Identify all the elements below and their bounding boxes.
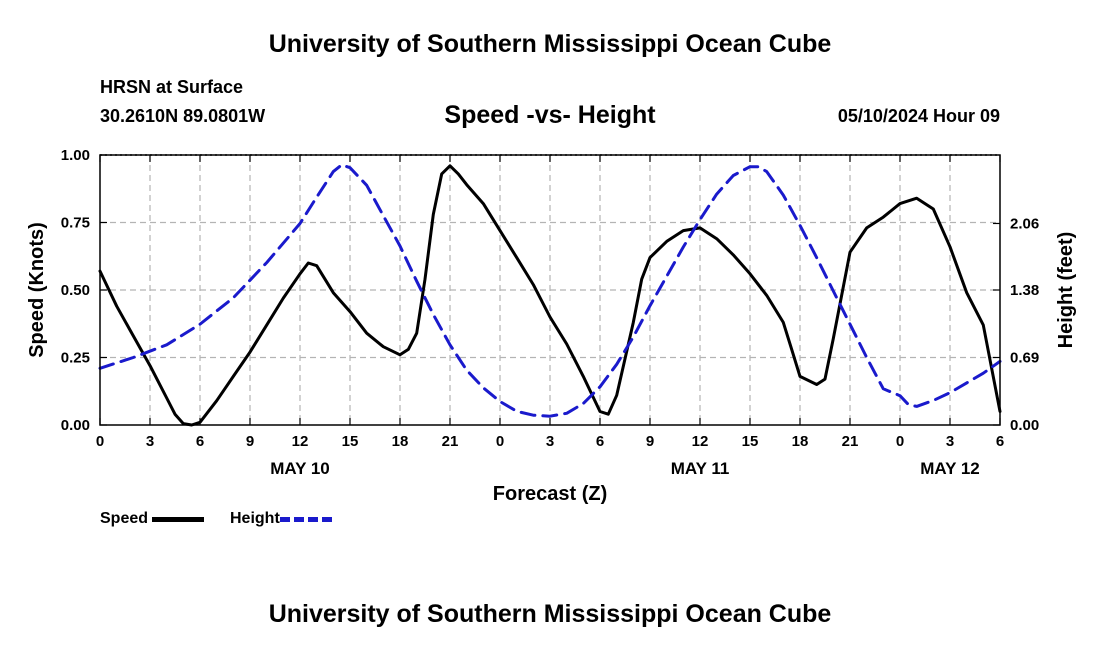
x-axis-label: Forecast (Z) <box>493 483 607 505</box>
x-tick-label: 15 <box>742 433 759 450</box>
date-label: MAY 11 <box>671 459 730 478</box>
station-name: HRSN at Surface <box>100 77 244 97</box>
y-left-tick-label: 1.00 <box>61 147 90 164</box>
grid-lines <box>100 154 1000 425</box>
x-tick-label: 6 <box>196 433 204 450</box>
x-tick-label: 21 <box>442 433 459 450</box>
legend-height-swatch <box>279 516 332 522</box>
chart-title: Speed -vs- Height <box>444 101 656 129</box>
y-left-tick-label: 0.50 <box>61 282 90 299</box>
y-axis-left-label: Speed (Knots) <box>26 222 48 358</box>
x-tick-label: 9 <box>246 433 254 450</box>
x-tick-label: 0 <box>896 433 904 450</box>
issue-time: 05/10/2024 Hour 09 <box>837 106 1000 126</box>
y-left-tick-label: 0.75 <box>61 215 90 232</box>
height-line <box>98 163 1002 418</box>
legend-speed: Speed <box>100 509 205 529</box>
x-tick-label: 3 <box>546 433 554 450</box>
x-tick-label: 0 <box>96 433 104 450</box>
date-label: MAY 10 <box>270 459 330 478</box>
x-tick-label: 18 <box>792 433 809 450</box>
legend-height: Height <box>230 509 332 529</box>
x-tick-label: 9 <box>646 433 654 450</box>
speed-line <box>98 164 1002 427</box>
x-tick-label: 3 <box>146 433 154 450</box>
main-title: University of Southern Mississippi Ocean… <box>268 30 832 58</box>
y-left-tick-label: 0.25 <box>61 350 90 367</box>
x-tick-label: 6 <box>596 433 604 450</box>
x-tick-label: 3 <box>946 433 954 450</box>
y-right-tick-label: 1.38 <box>1010 282 1039 299</box>
series-layer <box>98 163 1002 427</box>
x-tick-label: 12 <box>692 433 709 450</box>
axis-ticks: 0 3 6 9 12 15 18 21 0 3 6 9 12 15 18 21 0 3 6 MAY 10 MAY 11 M… <box>61 147 1039 478</box>
legend-speed-label: Speed <box>100 510 149 527</box>
y-left-tick-label: 0.00 <box>61 417 90 434</box>
y-right-tick-label: 2.06 <box>1010 215 1039 232</box>
y-right-tick-label: 0.00 <box>1010 417 1039 434</box>
station-coordinates: 30.2610N 89.0801W <box>100 106 266 126</box>
x-tick-label: 15 <box>342 433 359 450</box>
footer-title: University of Southern Mississippi Ocean… <box>268 600 832 628</box>
y-right-tick-label: 0.69 <box>1010 350 1039 367</box>
x-tick-label: 18 <box>392 433 409 450</box>
x-tick-label: 6 <box>996 433 1004 450</box>
x-tick-label: 21 <box>842 433 859 450</box>
legend-height-label: Height <box>230 510 280 527</box>
x-tick-label: 0 <box>496 433 504 450</box>
legend-speed-swatch <box>152 516 205 522</box>
x-tick-label: 12 <box>292 433 309 450</box>
date-label: MAY 12 <box>920 459 980 478</box>
y-axis-right-label: Height (feet) <box>1055 232 1077 349</box>
